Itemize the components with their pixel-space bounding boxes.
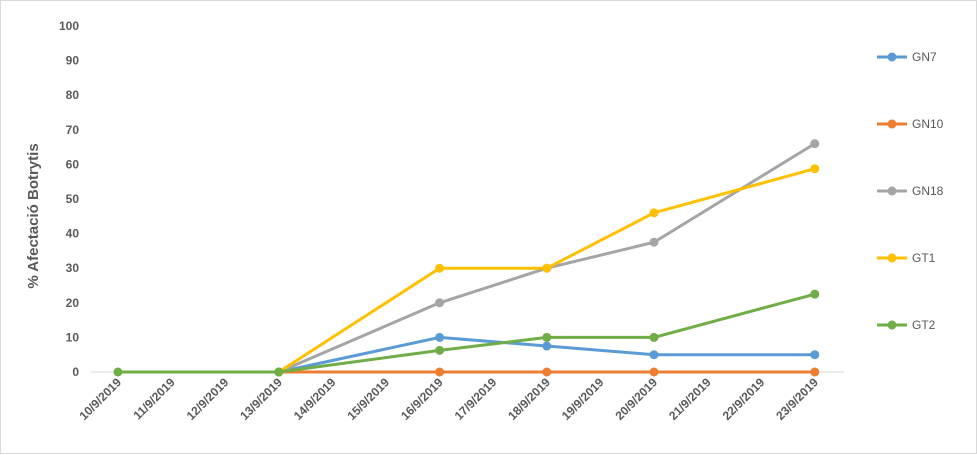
- data-point-marker: [113, 367, 123, 377]
- legend-swatch-marker: [887, 52, 897, 62]
- data-point-marker: [435, 298, 445, 308]
- y-tick-label: 20: [66, 296, 80, 310]
- y-tick-label: 60: [66, 157, 80, 171]
- x-tick-label: 13/9/2019: [237, 375, 285, 423]
- x-tick-label: 10/9/2019: [76, 375, 124, 423]
- x-tick-label: 12/9/2019: [184, 375, 232, 423]
- y-tick-label: 70: [66, 123, 80, 137]
- legend-swatch-marker: [887, 320, 897, 330]
- data-point-marker: [542, 341, 552, 351]
- y-tick-label: 80: [66, 88, 80, 102]
- legend-label: GT2: [912, 318, 936, 332]
- x-tick-label: 21/9/2019: [666, 375, 714, 423]
- x-tick-label: 20/9/2019: [612, 375, 660, 423]
- legend-item: GN7: [877, 50, 937, 64]
- x-tick-label: 19/9/2019: [559, 375, 607, 423]
- series-gt2: [113, 289, 820, 377]
- legend-item: GN18: [877, 184, 944, 198]
- series-line: [116, 292, 817, 374]
- x-tick-label: 23/9/2019: [773, 375, 821, 423]
- x-tick-label: 11/9/2019: [131, 375, 178, 422]
- data-point-marker: [435, 367, 445, 377]
- x-axis-ticks: 10/9/2019 11/9/2019 12/9/2019 13/9/2019 14/9…: [76, 375, 821, 423]
- x-tick-label: 14/9/2019: [291, 375, 339, 423]
- data-point-marker: [435, 332, 445, 342]
- data-point-marker: [542, 367, 552, 377]
- y-tick-label: 0: [72, 365, 79, 379]
- y-tick-label: 100: [59, 19, 79, 33]
- legend-swatch-marker: [887, 186, 897, 196]
- x-tick-label: 17/9/2019: [452, 375, 500, 423]
- legend-label: GT1: [912, 251, 936, 265]
- legend: GN7 GN10 GN18 GT1 GT2: [877, 50, 944, 332]
- data-point-marker: [435, 345, 445, 355]
- legend-label: GN7: [912, 50, 937, 64]
- legend-label: GN18: [912, 184, 944, 198]
- legend-label: GN10: [912, 117, 944, 131]
- data-point-marker: [810, 350, 820, 360]
- series-layer: [113, 139, 820, 377]
- x-tick-label: 18/9/2019: [505, 375, 553, 423]
- data-point-marker: [649, 208, 659, 218]
- legend-swatch-marker: [887, 119, 897, 129]
- x-tick-label: 22/9/2019: [720, 375, 768, 423]
- y-tick-label: 30: [66, 261, 80, 275]
- y-axis-title: % Afectació Botrytis: [25, 143, 42, 288]
- legend-swatch-marker: [887, 253, 897, 263]
- data-point-marker: [274, 367, 284, 377]
- data-point-marker: [649, 332, 659, 342]
- legend-item: GN10: [877, 117, 944, 131]
- legend-item: GT1: [877, 251, 936, 265]
- y-tick-label: 90: [66, 54, 80, 68]
- data-point-marker: [542, 332, 552, 342]
- y-tick-label: 10: [66, 330, 80, 344]
- data-point-marker: [810, 139, 820, 149]
- data-point-marker: [810, 367, 820, 377]
- data-point-marker: [649, 237, 659, 247]
- data-point-marker: [810, 164, 820, 174]
- y-tick-label: 40: [66, 227, 80, 241]
- data-point-marker: [435, 263, 445, 273]
- data-point-marker: [649, 367, 659, 377]
- series-gn10: [274, 367, 820, 377]
- x-tick-label: 15/9/2019: [344, 375, 392, 423]
- data-point-marker: [649, 350, 659, 360]
- legend-item: GT2: [877, 318, 936, 332]
- data-point-marker: [810, 289, 820, 299]
- x-tick-label: 16/9/2019: [398, 375, 446, 423]
- y-tick-label: 50: [66, 192, 80, 206]
- y-axis-ticks: 0 10 20 30 40 50 60 70 80 90 100: [59, 19, 79, 379]
- data-point-marker: [542, 263, 552, 273]
